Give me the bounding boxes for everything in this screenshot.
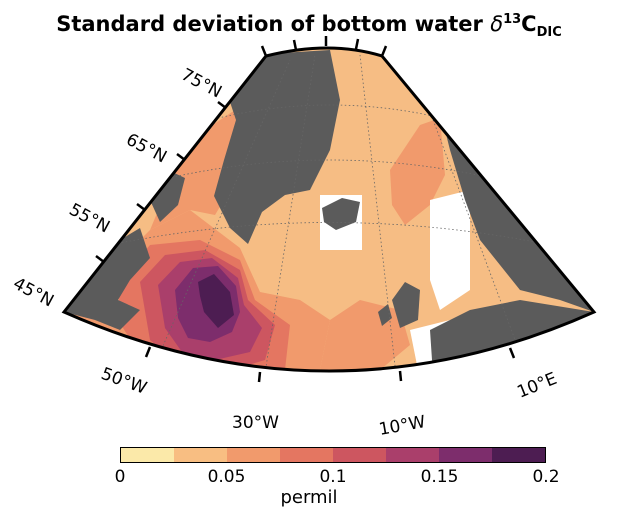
tick-1 [260, 45, 268, 57]
parallel-65n [159, 159, 501, 181]
tick-7 [176, 153, 186, 161]
contour-0175-02 [198, 274, 234, 328]
land-british-isles [392, 282, 420, 328]
land-greenland [214, 50, 340, 244]
lon-label-30w: 30°W [232, 413, 279, 433]
title-subscript: DIC [536, 25, 562, 41]
lat-label-75n: 75°N [178, 65, 225, 103]
land-iceland [322, 198, 360, 230]
lat-label-45n: 45°N [10, 274, 57, 312]
graticule [109, 54, 551, 371]
colorbar [120, 447, 546, 463]
land-canada [64, 228, 150, 330]
meridian-10e [409, 57, 531, 371]
tick-9 [95, 255, 105, 263]
colorbar-bin [333, 448, 386, 462]
colorbar-bin [492, 448, 545, 462]
tick-4 [354, 38, 360, 50]
colorbar-bin [174, 448, 227, 462]
lon-label-50w: 50°W [98, 364, 149, 399]
lat-label-65n: 65°N [123, 130, 170, 168]
title-superscript: 13 [503, 12, 522, 27]
tick-12 [398, 370, 403, 382]
tick-2 [292, 39, 298, 51]
frame-ticks [95, 36, 516, 383]
title-main: C [521, 12, 537, 36]
colorbar-bin [439, 448, 492, 462]
colorbar-bin [386, 448, 439, 462]
colorbar-bin [227, 448, 280, 462]
colorbar-bin [280, 448, 333, 462]
lat-label-55n: 55°N [66, 200, 113, 238]
map-title: Standard deviation of bottom water δ13CD… [0, 12, 618, 40]
parallel-75n [209, 104, 451, 121]
parallel-55n [109, 222, 551, 246]
colorbar-label: permil [280, 487, 338, 508]
contour-0-0025 [330, 374, 398, 410]
contour-005-0075-norway [390, 118, 445, 225]
title-prefix: Standard deviation of bottom water [56, 12, 491, 36]
tick-5 [380, 45, 388, 57]
land-labrador [150, 170, 185, 222]
lon-label-10w: 10°W [377, 412, 427, 440]
map-frame [61, 46, 597, 373]
tick-13 [508, 347, 516, 359]
tick-10 [144, 346, 152, 358]
title-symbol: δ [490, 12, 504, 36]
colorbar-bin [121, 448, 174, 462]
colorbar-tick-label: 0.15 [420, 467, 459, 487]
tick-6 [217, 101, 227, 109]
colorbar-tick-label: 0.1 [319, 467, 347, 487]
lon-label-10e: 10°E [514, 369, 559, 403]
tick-11 [257, 371, 262, 383]
meridian-50w [149, 59, 291, 371]
colorbar-tick-label: 0 [114, 467, 126, 487]
tick-8 [136, 203, 146, 211]
colorbar-tick-label: 0.2 [532, 467, 560, 487]
colorbar-tick-label: 0.05 [207, 467, 246, 487]
meridian-30w [259, 54, 316, 371]
no-data-region-east [430, 190, 470, 310]
